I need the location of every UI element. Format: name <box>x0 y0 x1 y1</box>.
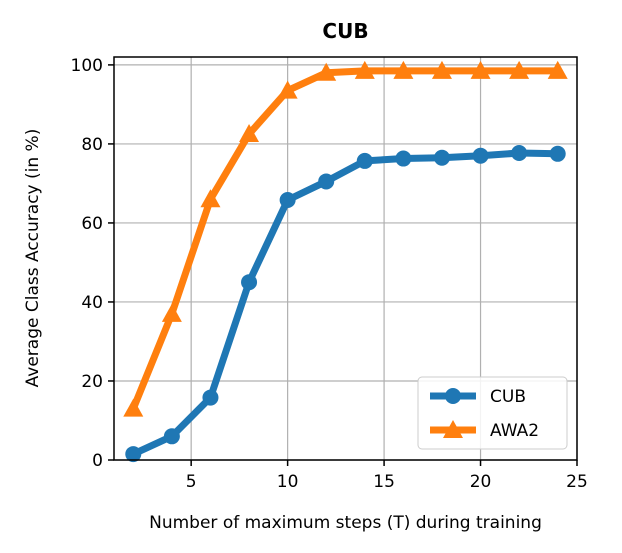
data-point-cub <box>356 152 373 169</box>
data-point-cub <box>395 150 412 167</box>
plot-frame <box>113 56 578 461</box>
data-point-cub <box>202 389 219 406</box>
x-axis-label: Number of maximum steps (T) during train… <box>149 513 542 533</box>
x-tick-label: 25 <box>566 472 588 492</box>
legend-label-cub: CUB <box>490 387 526 407</box>
legend: CUB AWA2 <box>417 376 568 450</box>
data-point-cub <box>433 149 450 166</box>
y-tick-label: 60 <box>81 214 103 234</box>
legend-marker-awa2 <box>443 420 463 438</box>
x-tick-label: 10 <box>277 472 299 492</box>
series-cub <box>125 145 566 463</box>
data-point-awa2 <box>200 189 221 208</box>
data-point-awa2 <box>123 398 144 417</box>
data-point-awa2 <box>239 124 260 143</box>
legend-marker-cub <box>445 388 461 404</box>
data-point-cub <box>549 145 566 162</box>
data-point-awa2 <box>354 60 375 79</box>
legend-items: CUB AWA2 <box>430 387 539 441</box>
data-point-cub <box>125 446 142 463</box>
data-point-awa2 <box>509 60 530 79</box>
y-tick-label: 100 <box>71 56 103 76</box>
y-tick-label: 0 <box>92 451 103 471</box>
data-point-awa2 <box>547 60 568 79</box>
data-point-awa2 <box>277 80 298 99</box>
y-tick-label: 40 <box>81 293 103 313</box>
y-tick-label: 20 <box>81 372 103 392</box>
data-point-awa2 <box>316 62 337 81</box>
data-point-awa2 <box>161 303 182 322</box>
series-layer <box>123 60 568 463</box>
x-tick-label: 20 <box>470 472 492 492</box>
series-line-awa2 <box>129 67 562 413</box>
ticks: 5 10 15 20 25 0 20 40 60 80 100 <box>71 56 588 492</box>
data-point-awa2 <box>393 60 414 79</box>
data-point-cub <box>472 147 489 164</box>
data-point-cub <box>511 145 528 162</box>
data-point-cub <box>241 274 258 291</box>
y-axis-label: Average Class Accuracy (in %) <box>23 129 43 388</box>
data-point-awa2 <box>470 60 491 79</box>
x-tick-label: 5 <box>186 472 197 492</box>
data-point-cub <box>318 173 335 190</box>
x-tick-label: 15 <box>373 472 395 492</box>
legend-label-awa2: AWA2 <box>490 421 539 441</box>
data-point-awa2 <box>431 60 452 79</box>
data-point-cub <box>163 428 180 445</box>
data-point-cub <box>279 192 296 209</box>
series-awa2 <box>123 60 568 417</box>
y-tick-label: 80 <box>81 135 103 155</box>
chart-title: CUB <box>322 19 368 43</box>
